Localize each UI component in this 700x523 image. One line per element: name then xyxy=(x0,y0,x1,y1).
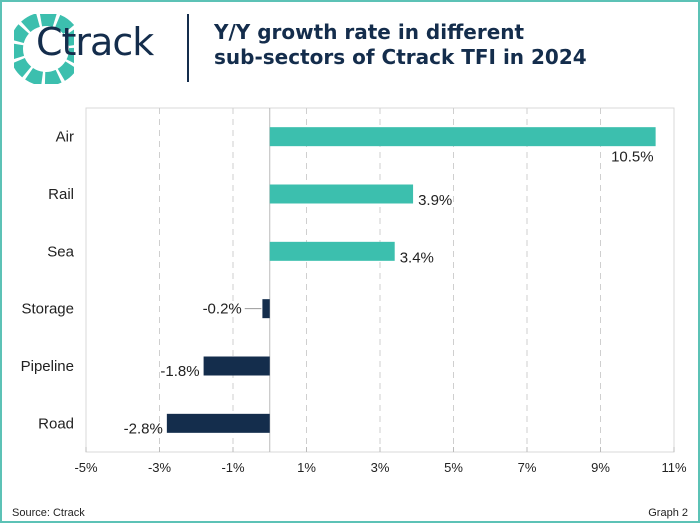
category-label: Sea xyxy=(47,243,74,260)
x-tick-label: -3% xyxy=(148,460,172,475)
x-tick-label: 9% xyxy=(591,460,610,475)
x-tick-label: -5% xyxy=(74,460,98,475)
source-note: Source: Ctrack xyxy=(12,507,85,519)
graph-label: Graph 2 xyxy=(648,507,688,519)
category-label: Pipeline xyxy=(21,358,74,375)
data-label: 10.5% xyxy=(611,149,654,166)
x-tick-label: 3% xyxy=(371,460,390,475)
x-tick-label: 5% xyxy=(444,460,463,475)
data-label: -1.8% xyxy=(160,363,199,380)
bar-road xyxy=(166,413,270,433)
chart-title: Y/Y growth rate in different sub-sectors… xyxy=(214,20,587,70)
category-label: Air xyxy=(56,129,74,146)
title-line-1: Y/Y growth rate in different xyxy=(214,20,525,44)
data-label: 3.4% xyxy=(400,249,434,266)
data-label: -2.8% xyxy=(124,420,163,437)
bar-storage xyxy=(262,299,270,319)
x-tick-label: 7% xyxy=(518,460,537,475)
category-label: Road xyxy=(38,415,74,432)
category-label: Rail xyxy=(48,186,74,203)
bar-sea xyxy=(269,241,395,261)
x-tick-label: 1% xyxy=(297,460,316,475)
ctrack-logo-icon xyxy=(14,14,74,84)
bar-pipeline xyxy=(203,356,270,376)
category-label: Storage xyxy=(21,301,74,318)
x-tick-label: 11% xyxy=(661,460,686,475)
plot-area xyxy=(85,107,675,453)
header-divider xyxy=(187,14,189,82)
bar-rail xyxy=(269,184,414,204)
title-line-2: sub-sectors of Ctrack TFI in 2024 xyxy=(214,45,587,69)
data-label: -0.2% xyxy=(203,301,242,318)
logo-text: Ctrack xyxy=(36,20,154,64)
x-tick-label: -1% xyxy=(221,460,245,475)
data-label: 3.9% xyxy=(418,192,452,209)
bar-air xyxy=(269,127,656,147)
